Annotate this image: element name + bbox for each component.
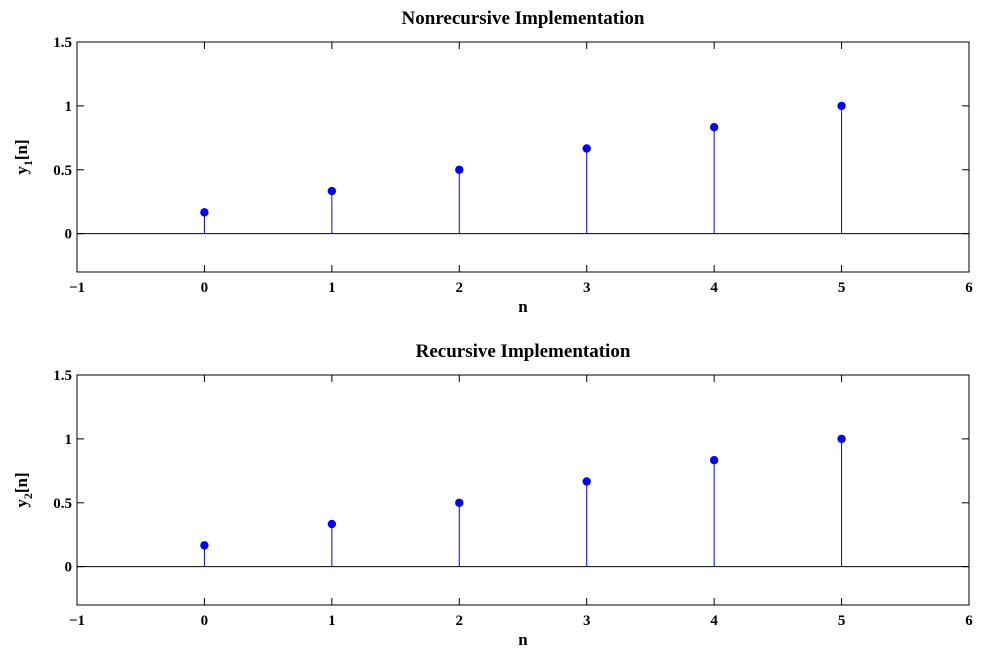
axes-frame bbox=[76, 41, 970, 273]
axes-frame bbox=[76, 374, 970, 606]
x-tick-label: 6 bbox=[965, 280, 973, 296]
x-tick-label: −1 bbox=[69, 613, 85, 629]
stem-marker bbox=[709, 122, 719, 132]
stem-marker bbox=[455, 498, 464, 507]
chart-title: Nonrecursive Implementation bbox=[402, 8, 645, 29]
stem-marker bbox=[837, 434, 846, 444]
x-tick-label: −1 bbox=[69, 280, 85, 296]
y-tick-label: 0 bbox=[65, 227, 73, 243]
subplot-1: −1 0 1 2 3 4 5 6 0 0.5 1 1.5 Nonrecursive Implementa… bbox=[12, 8, 973, 316]
x-tick-label: 3 bbox=[583, 613, 591, 629]
y-axis-label: y1[n] bbox=[12, 139, 35, 174]
stem-marker bbox=[455, 165, 464, 174]
y-axis-label-tail: [n] bbox=[12, 472, 31, 493]
x-tick-label: 6 bbox=[965, 613, 973, 629]
x-tick-label: 1 bbox=[328, 280, 336, 296]
y-tick-label: 0.5 bbox=[53, 496, 72, 512]
y-axis-label-subscript: 1 bbox=[21, 160, 35, 166]
x-tick-label: 2 bbox=[456, 613, 464, 629]
y-axis-label-tail: [n] bbox=[12, 139, 31, 160]
x-axis-label: n bbox=[518, 630, 528, 649]
stem-marker bbox=[200, 541, 209, 550]
stem-marker bbox=[327, 186, 337, 196]
stem-marker bbox=[709, 455, 719, 465]
y-tick-label: 1.5 bbox=[53, 35, 72, 51]
x-tick-label: 4 bbox=[710, 613, 718, 629]
stem-marker bbox=[582, 144, 591, 153]
x-tick-label: 4 bbox=[710, 280, 718, 296]
x-tick-label: 3 bbox=[583, 280, 591, 296]
stem-marker bbox=[327, 519, 337, 529]
subplot-2: −1 0 1 2 3 4 5 6 0 0.5 1 1.5 Recursive Implementatio… bbox=[12, 341, 973, 649]
y-tick-label: 0.5 bbox=[53, 163, 72, 179]
x-tick-label: 0 bbox=[201, 613, 209, 629]
x-axis-label: n bbox=[518, 297, 528, 316]
y-tick-label: 1 bbox=[65, 99, 73, 115]
stem-marker bbox=[582, 477, 591, 486]
y-axis-label: y2[n] bbox=[12, 472, 35, 507]
chart-title: Recursive Implementation bbox=[416, 341, 631, 362]
y-axis-label-base: y bbox=[12, 499, 31, 508]
y-axis-label-subscript: 2 bbox=[21, 493, 35, 499]
stem-marker bbox=[200, 208, 209, 217]
x-tick-label: 2 bbox=[456, 280, 464, 296]
x-tick-label: 5 bbox=[838, 280, 846, 296]
y-tick-label: 0 bbox=[65, 560, 73, 576]
y-tick-label: 1 bbox=[65, 432, 73, 448]
y-axis-label-base: y bbox=[12, 166, 31, 175]
x-tick-label: 1 bbox=[328, 613, 336, 629]
y-tick-label: 1.5 bbox=[53, 368, 72, 384]
stem-marker bbox=[837, 101, 846, 111]
x-tick-label: 5 bbox=[838, 613, 846, 629]
x-tick-label: 0 bbox=[201, 280, 209, 296]
